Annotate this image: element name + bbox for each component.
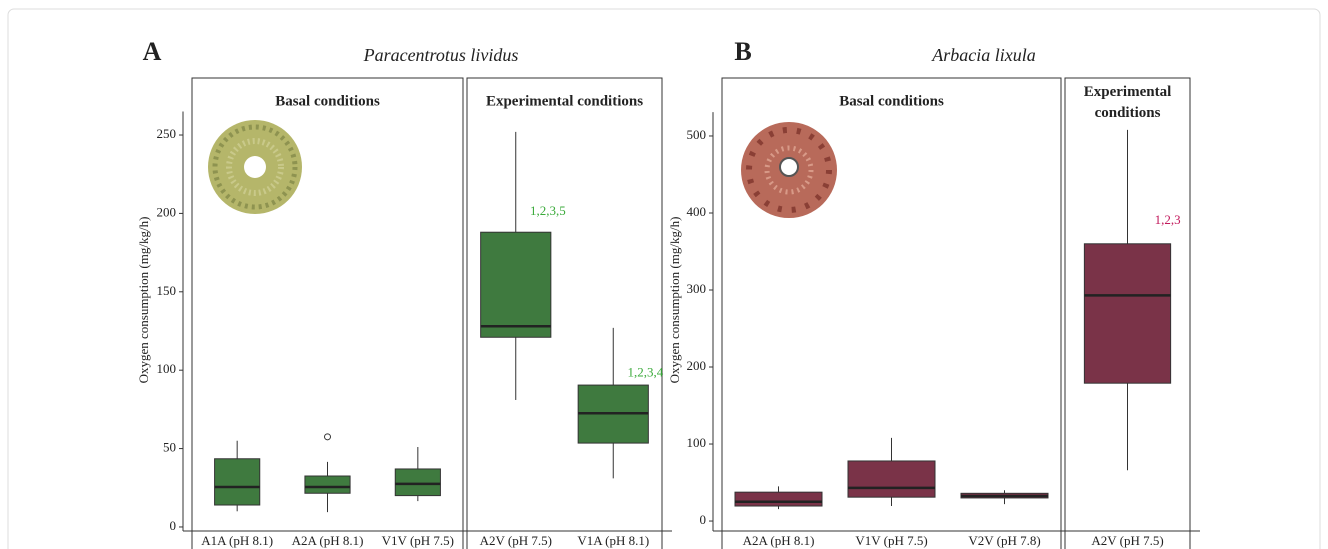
annotation: 1,2,3,4 [627, 365, 663, 380]
box [304, 475, 351, 494]
y-tick-label: 100 [157, 361, 177, 376]
x-tick-label: V1A (pH 8.1) [577, 533, 649, 548]
y-tick-label: 500 [687, 127, 707, 142]
frame [7, 8, 1321, 549]
x-tick-label: A2A (pH 8.1) [743, 533, 815, 548]
y-axis-label: Oxygen consumption (mg/kg/h) [667, 217, 682, 384]
y-tick-label: 150 [157, 283, 177, 298]
y-tick-label: 0 [170, 518, 177, 533]
panel-frame [1064, 77, 1191, 549]
y-tick-label: 200 [157, 204, 177, 219]
y-tick-label: 300 [687, 281, 707, 296]
panel-letter: B [734, 37, 751, 66]
panel-letter: A [143, 37, 162, 66]
y-axis-label: Oxygen consumption (mg/kg/h) [136, 217, 151, 384]
x-tick-label: V1V (pH 7.5) [855, 533, 927, 548]
y-tick-label: 250 [157, 126, 177, 141]
urchin-image [741, 122, 837, 218]
y-tick-label: 200 [687, 358, 707, 373]
panel-frame [191, 77, 464, 549]
panel-title: Experimental conditions [486, 93, 643, 109]
x-tick-label: A1A (pH 8.1) [201, 533, 273, 548]
x-tick-label: V1V (pH 7.5) [382, 533, 454, 548]
annotation: 1,2,3,5 [530, 203, 566, 218]
x-tick-label: A2A (pH 8.1) [292, 533, 364, 548]
y-tick-label: 400 [687, 204, 707, 219]
x-tick-label: A2V (pH 7.5) [480, 533, 552, 548]
annotation: 1,2,3 [1155, 212, 1181, 227]
box [480, 231, 552, 338]
y-tick-label: 100 [687, 435, 707, 450]
box [214, 458, 261, 506]
chart-title: Arbacia lixula [931, 45, 1035, 65]
y-tick-label: 50 [163, 440, 176, 455]
panel-title: Basal conditions [275, 93, 380, 109]
panel-title: Experimental conditions [1084, 84, 1172, 121]
outlier [324, 433, 331, 441]
x-tick-label: A2V (pH 7.5) [1091, 533, 1163, 548]
panel-frame [466, 77, 663, 549]
box [394, 468, 441, 497]
box [1083, 243, 1172, 384]
x-tick-label: V2V (pH 7.8) [968, 533, 1040, 548]
box [734, 491, 823, 507]
box [847, 460, 936, 498]
chart-title: Paracentrotus lividus [363, 45, 519, 65]
panel-frame [721, 77, 1062, 549]
urchin-image [208, 120, 302, 214]
panel-title: Basal conditions [839, 93, 944, 109]
y-tick-label: 0 [700, 512, 707, 527]
